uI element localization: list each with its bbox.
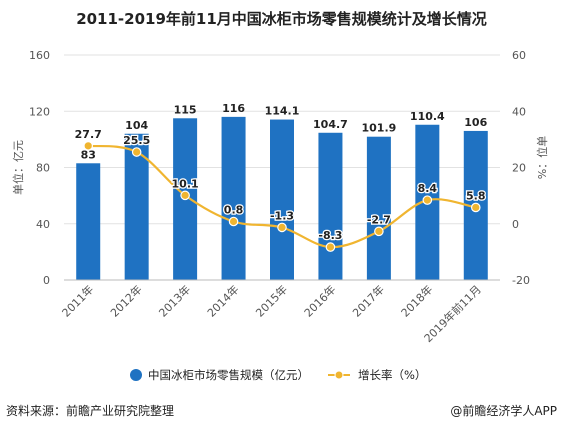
line-value-label: 5.8 xyxy=(466,189,486,202)
y-tick-label: 0 xyxy=(43,274,50,287)
y-tick-label: 40 xyxy=(36,218,50,231)
growth-point xyxy=(277,222,287,233)
growth-point xyxy=(228,216,239,227)
legend-bar-label: 中国冰柜市场零售规模（亿元） xyxy=(148,368,309,382)
chart-title: 2011-2019年前11月中国冰柜市场零售规模统计及增长情况 xyxy=(76,10,487,28)
y2-tick-label: 60 xyxy=(512,49,526,62)
bar-value-label: 101.9 xyxy=(361,122,396,135)
line-value-label: -2.7 xyxy=(367,213,391,226)
line-value-label: -1.3 xyxy=(270,209,294,222)
line-value-label: 25.5 xyxy=(123,134,150,147)
x-tick-label: 2011年 xyxy=(59,282,96,319)
bar-value-label: 116 xyxy=(222,102,245,115)
x-tick-label: 2012年 xyxy=(107,282,144,319)
bar xyxy=(124,133,149,280)
y-tick-label: 80 xyxy=(36,162,50,175)
bar xyxy=(318,132,343,280)
y2-tick-label: 40 xyxy=(512,105,526,118)
growth-point xyxy=(180,190,190,201)
y2-tick-label: -20 xyxy=(512,274,530,287)
growth-point xyxy=(83,141,94,151)
bar-value-label: 106 xyxy=(464,116,487,129)
growth-point xyxy=(325,242,336,252)
x-tick-label: 2017年 xyxy=(350,282,387,319)
bar xyxy=(366,136,391,280)
legend-line-dot xyxy=(334,370,344,380)
x-tick-label: 2014年 xyxy=(204,282,241,319)
legend-bar-marker xyxy=(130,369,142,381)
y2-tick-label: 20 xyxy=(512,162,526,175)
bar-value-label: 104.7 xyxy=(313,118,348,131)
x-tick-label: 2016年 xyxy=(301,282,338,319)
bar-value-label: 104 xyxy=(125,119,148,132)
bar xyxy=(221,116,246,280)
legend-line-label: 增长率（%） xyxy=(358,368,426,382)
line-value-label: 0.8 xyxy=(224,204,244,217)
line-value-label: 8.4 xyxy=(418,182,438,195)
y2-axis-title: %：位单 xyxy=(535,136,549,179)
bar-value-label: 110.4 xyxy=(410,110,445,123)
bar-value-label: 114.1 xyxy=(265,105,300,118)
line-value-label: 10.1 xyxy=(172,177,199,190)
growth-point xyxy=(470,202,481,213)
bar-value-label: 83 xyxy=(81,148,96,161)
y2-tick-label: 0 xyxy=(512,218,519,231)
bar xyxy=(270,119,294,280)
y-tick-label: 120 xyxy=(29,105,50,118)
y-axis-title: 单位：亿元 xyxy=(11,140,25,195)
line-value-label: -8.3 xyxy=(318,229,342,242)
y-tick-label: 160 xyxy=(29,49,50,62)
x-tick-label: 2013年 xyxy=(156,282,193,319)
x-tick-label: 2018年 xyxy=(398,282,435,319)
x-tick-label: 2015年 xyxy=(253,282,290,319)
line-value-label: 27.7 xyxy=(75,128,102,141)
bar xyxy=(76,163,101,280)
bar-value-label: 115 xyxy=(174,103,197,116)
brand-note: @前瞻经济学人APP xyxy=(450,404,557,418)
growth-point xyxy=(422,195,433,205)
source-note: 资料来源：前瞻产业研究院整理 xyxy=(6,404,175,418)
growth-point xyxy=(131,147,142,157)
growth-point xyxy=(374,226,384,237)
